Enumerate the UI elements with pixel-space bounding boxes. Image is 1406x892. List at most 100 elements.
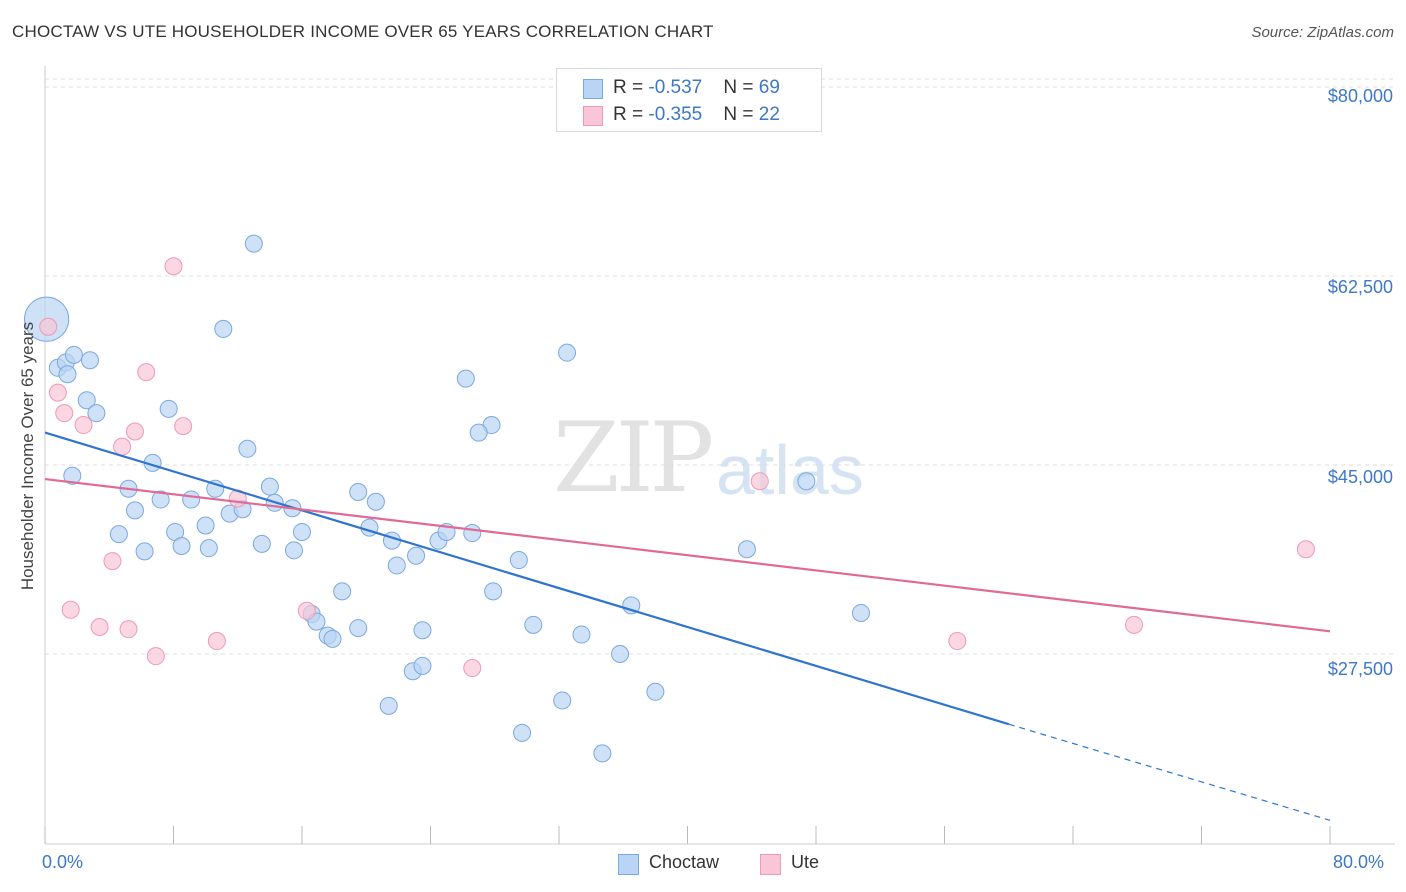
- ute-point: [119, 620, 138, 639]
- choctaw-point: [293, 522, 311, 541]
- bottom-legend-ute: Ute: [791, 852, 820, 872]
- ute-point: [61, 600, 80, 619]
- ute-point: [463, 659, 482, 678]
- choctaw-point: [509, 551, 528, 570]
- legend-row-choctaw: R = -0.537 N = 69: [557, 75, 821, 103]
- ute-point: [146, 647, 165, 666]
- choctaw-point: [214, 319, 233, 338]
- choctaw-point: [77, 391, 96, 410]
- choctaw-point: [125, 501, 144, 520]
- choctaw-point: [135, 542, 154, 561]
- choctaw-point: [333, 582, 352, 601]
- choctaw-point: [572, 625, 591, 644]
- legend-n-value: 22: [758, 104, 780, 125]
- chart-title: CHOCTAW VS UTE HOUSEHOLDER INCOME OVER 6…: [12, 22, 714, 41]
- choctaw-point: [323, 629, 342, 648]
- ute-point: [1296, 540, 1315, 559]
- ute-point: [103, 552, 122, 571]
- choctaw-point: [463, 524, 482, 543]
- watermark-zip: ZIP: [553, 402, 714, 514]
- choctaw-point: [553, 691, 572, 710]
- ute-point: [948, 632, 967, 651]
- bottom-legend-swatch-choctaw: [618, 854, 639, 875]
- choctaw-point: [64, 345, 83, 364]
- ute-point: [74, 416, 93, 435]
- ute-point: [1125, 615, 1144, 634]
- legend-row-ute: R = -0.355 N = 22: [557, 102, 821, 130]
- legend-swatch-choctaw: [583, 79, 603, 99]
- ute-point: [207, 632, 226, 651]
- legend-r-value: -0.537: [648, 77, 703, 98]
- legend-swatch-ute: [583, 106, 603, 126]
- choctaw-point: [63, 466, 82, 485]
- watermark-atlas: atlas: [716, 431, 864, 509]
- choctaw-point: [109, 525, 128, 544]
- ute-point: [137, 363, 156, 382]
- choctaw-point: [159, 399, 178, 418]
- choctaw-point: [196, 516, 215, 535]
- choctaw-point: [524, 615, 543, 634]
- x-tick-label-min: 0.0%: [42, 852, 84, 872]
- ute-point: [48, 383, 67, 402]
- choctaw-point: [558, 343, 577, 362]
- source-label: Source: ZipAtlas.com: [1251, 24, 1394, 41]
- choctaw-point: [366, 492, 385, 511]
- legend-r-value: -0.355: [648, 104, 703, 125]
- choctaw-point: [244, 234, 263, 253]
- choctaw-point: [379, 696, 398, 715]
- choctaw-point: [484, 582, 503, 601]
- choctaw-point: [737, 540, 756, 559]
- ute-point: [39, 317, 58, 336]
- choctaw-point: [260, 477, 279, 496]
- choctaw-point: [593, 744, 612, 763]
- legend-r-label: R =: [613, 77, 649, 98]
- choctaw-point: [456, 369, 475, 388]
- ute-point: [164, 257, 183, 276]
- y-tick-label: $45,000: [1327, 467, 1393, 487]
- choctaw-point: [284, 541, 303, 560]
- y-tick-label: $80,000: [1327, 86, 1393, 106]
- choctaw-point: [407, 546, 426, 565]
- choctaw-point: [252, 534, 271, 553]
- x-tick-label-max: 80.0%: [1333, 852, 1385, 872]
- choctaw-point: [513, 723, 532, 742]
- choctaw-point: [58, 365, 77, 384]
- choctaw-point: [797, 472, 816, 491]
- legend-n-label: N =: [723, 77, 759, 98]
- choctaw-trend-line: [44, 431, 1010, 726]
- y-tick-label: $27,500: [1327, 659, 1393, 679]
- bottom-legend-swatch-ute: [760, 854, 781, 875]
- choctaw-point: [387, 556, 406, 575]
- legend-n-label: N =: [723, 104, 759, 125]
- choctaw-point: [349, 483, 368, 501]
- choctaw-point: [413, 621, 432, 640]
- legend-r-label: R =: [613, 104, 649, 125]
- choctaw-point: [80, 351, 99, 370]
- choctaw-point: [182, 490, 201, 509]
- bottom-legend-choctaw: Choctaw: [649, 852, 720, 872]
- choctaw-point: [172, 537, 191, 555]
- ute-point: [55, 404, 74, 423]
- choctaw-point: [87, 404, 106, 423]
- choctaw-point: [151, 490, 170, 509]
- choctaw-point: [851, 603, 870, 622]
- ute-point: [750, 472, 769, 491]
- legend-n-value: 69: [758, 77, 780, 98]
- ute-trend-line: [44, 477, 1331, 633]
- ute-point: [125, 422, 144, 441]
- ute-point: [113, 437, 132, 456]
- ute-point: [90, 618, 109, 636]
- choctaw-point: [413, 656, 432, 675]
- choctaw-point: [611, 645, 630, 663]
- y-tick-label: $62,500: [1327, 277, 1393, 297]
- choctaw-point: [349, 619, 368, 638]
- choctaw-trend-extension: [1008, 723, 1331, 821]
- y-axis-label: Householder Income Over 65 years: [18, 321, 37, 591]
- choctaw-point: [238, 439, 257, 458]
- choctaw-point: [646, 682, 665, 701]
- choctaw-point: [199, 539, 218, 558]
- correlation-legend: R = -0.537 N = 69 R = -0.355 N = 22: [556, 68, 822, 132]
- ute-point: [174, 417, 193, 436]
- choctaw-point: [469, 423, 488, 442]
